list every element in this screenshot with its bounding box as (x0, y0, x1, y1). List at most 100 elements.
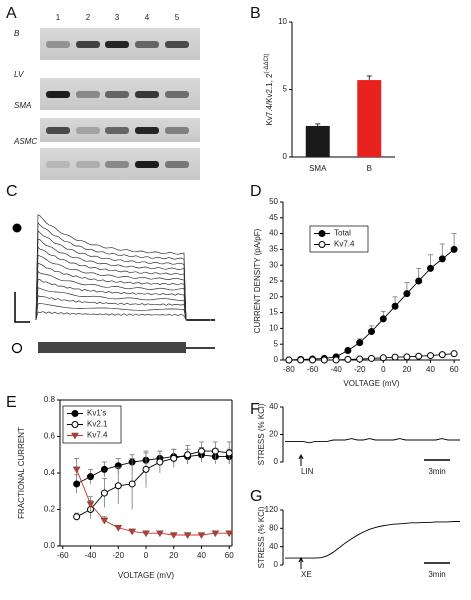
y-tick-label: 0.8 (44, 395, 56, 404)
marker (368, 328, 375, 336)
marker (184, 451, 192, 459)
marker (197, 447, 205, 455)
annotation: LIN (301, 467, 314, 476)
legend-filled (12, 223, 22, 233)
marker (114, 525, 123, 532)
current-trace (35, 221, 216, 322)
y-tick-label: 0.0 (44, 541, 56, 550)
annotation-arrow (298, 453, 304, 466)
gel-band (76, 161, 100, 168)
gel-band (135, 41, 159, 48)
y-axis-label: STRESS (% KCl) (257, 506, 266, 568)
gel-band (46, 127, 70, 134)
marker (114, 482, 122, 490)
lane-label: 2 (86, 13, 91, 22)
marker (391, 302, 399, 310)
marker (211, 530, 220, 538)
gel-band (46, 161, 70, 168)
panel-label: F (250, 401, 260, 418)
marker (285, 356, 293, 364)
lane-label: 3 (115, 13, 120, 22)
current-trace (35, 295, 216, 322)
trace-line (285, 521, 460, 559)
marker (225, 449, 233, 457)
series-line (76, 454, 230, 485)
x-axis-label: VOLTAGE (mV) (118, 571, 174, 580)
legend-open (11, 342, 23, 354)
marker (170, 454, 178, 462)
marker (344, 355, 352, 363)
marker (100, 489, 108, 497)
current-trace (35, 238, 216, 322)
y-tick-label: 40 (269, 402, 278, 411)
current-trace (35, 254, 216, 322)
marker (128, 528, 137, 536)
x-tick-label: 40 (426, 365, 435, 374)
gel-image (40, 28, 200, 180)
gel-band (76, 91, 100, 98)
current-trace (35, 262, 216, 321)
gel-band (46, 91, 70, 98)
marker (169, 532, 178, 540)
marker (87, 473, 95, 481)
current-trace (35, 214, 216, 322)
marker (427, 264, 434, 272)
panel-label: E (6, 394, 17, 411)
gel-band (105, 161, 129, 168)
legend-label: Kv2.1 (87, 420, 108, 429)
x-tick-label: -60 (57, 551, 69, 560)
marker (128, 480, 136, 488)
marker (403, 290, 411, 298)
scale-bar-label: 3min (428, 467, 445, 476)
marker (86, 501, 95, 509)
y-axis-label-text: CURRENT DENSITY (pA/pF) (253, 228, 262, 333)
marker (155, 530, 164, 538)
y-tick-label: 20 (269, 292, 278, 301)
marker (356, 339, 364, 347)
y-tick-label: 10 (269, 324, 278, 333)
x-tick-label: 0 (144, 551, 149, 560)
y-tick-label: 0 (274, 355, 279, 364)
gel-band (165, 127, 189, 134)
y-axis-label-text: FRACTIONAL CURRENT (17, 427, 26, 519)
legend-marker (71, 421, 79, 428)
x-axis-label: VOLTAGE (mV) (343, 379, 399, 388)
y-tick-label: 35 (269, 245, 278, 254)
y-tick-label: 0 (274, 560, 279, 569)
marker (356, 355, 364, 363)
marker (415, 352, 423, 360)
x-tick-label: -20 (354, 365, 366, 374)
panel-label: D (250, 183, 262, 200)
y-tick-label: 5 (274, 339, 279, 348)
legend-marker (318, 230, 326, 237)
y-axis-label-superscript: (-ΔΔCt) (264, 53, 270, 73)
y-tick-label: 40 (269, 542, 278, 551)
marker (73, 480, 81, 488)
gel-band (46, 41, 70, 48)
marker (72, 466, 81, 474)
x-tick-label: SMA (309, 164, 327, 173)
series-line (76, 469, 230, 536)
gel-band (135, 161, 159, 168)
legend-label: Kv7.4 (334, 240, 355, 249)
marker (379, 354, 387, 362)
panel-label: G (250, 488, 262, 505)
marker (450, 350, 458, 358)
x-tick-label: -40 (85, 551, 97, 560)
marker (100, 517, 109, 525)
marker (415, 277, 423, 285)
legend-label: Kv1's (87, 409, 106, 418)
legend-label: Kv7.4 (87, 431, 108, 440)
bar (357, 80, 382, 157)
gel-band (105, 91, 129, 98)
x-tick-label: -60 (307, 365, 319, 374)
row-label: B (14, 29, 20, 38)
y-axis-label: Kv7.4/Kv2.1, 2(-ΔΔCt) (264, 53, 275, 125)
annotation: XE (301, 570, 312, 579)
gel-band (76, 41, 100, 48)
x-tick-label: -80 (283, 365, 295, 374)
y-tick-label: 40 (269, 229, 278, 238)
y-tick-label: 20 (269, 430, 278, 439)
lane-label: 1 (56, 13, 61, 22)
row-label: ASMC (13, 137, 37, 146)
